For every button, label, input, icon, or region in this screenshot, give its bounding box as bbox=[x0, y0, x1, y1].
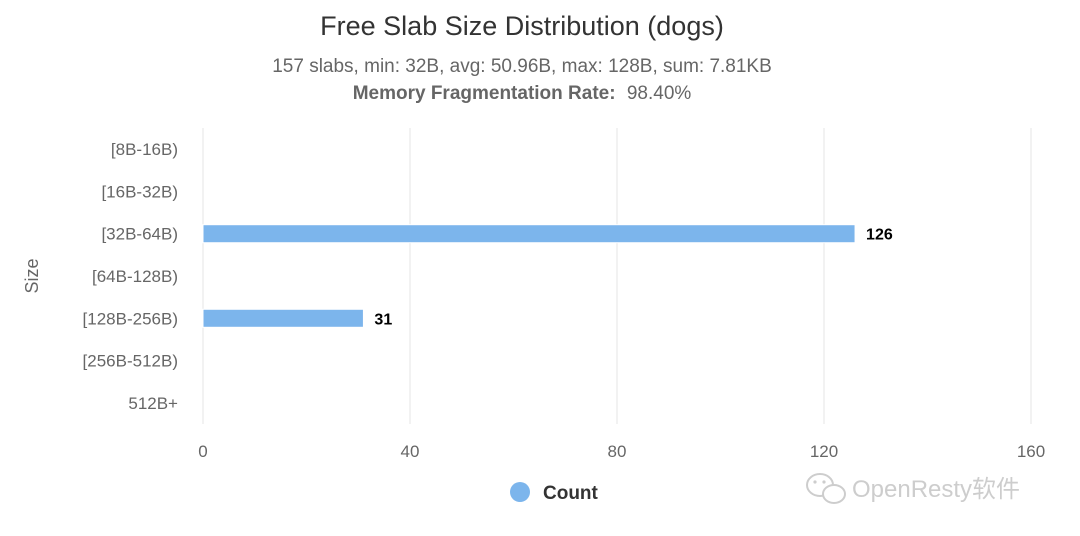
y-axis-title: Size bbox=[22, 258, 42, 293]
y-tick-label: 512B+ bbox=[128, 394, 178, 413]
bar[interactable] bbox=[202, 308, 364, 328]
gridlines bbox=[202, 128, 1032, 424]
data-label: 126 bbox=[866, 227, 893, 244]
x-tick-label: 40 bbox=[401, 442, 420, 461]
x-tick-label: 0 bbox=[198, 442, 207, 461]
fragmentation-rate: Memory Fragmentation Rate: 98.40% bbox=[353, 83, 692, 104]
y-tick-label: [16B-32B) bbox=[101, 182, 178, 201]
fragmentation-value: 98.40% bbox=[627, 83, 692, 104]
chart-title: Free Slab Size Distribution (dogs) bbox=[320, 11, 724, 41]
x-tick-label: 160 bbox=[1017, 442, 1045, 461]
y-tick-label: [128B-256B) bbox=[83, 309, 178, 328]
y-axis-tick-labels: [8B-16B) [16B-32B) [32B-64B) [64B-128B) [128… bbox=[83, 140, 179, 413]
data-labels: 126 31 bbox=[374, 227, 892, 329]
data-label: 31 bbox=[374, 311, 392, 328]
watermark: OpenResty软件 bbox=[806, 473, 1020, 504]
legend-label-count[interactable]: Count bbox=[543, 483, 599, 504]
x-tick-label: 80 bbox=[608, 442, 627, 461]
y-tick-label: [8B-16B) bbox=[111, 140, 178, 159]
fragmentation-label: Memory Fragmentation Rate: bbox=[353, 83, 616, 104]
x-tick-label: 120 bbox=[810, 442, 838, 461]
x-axis-tick-labels: 0 40 80 120 160 bbox=[198, 442, 1045, 461]
legend-marker-count[interactable] bbox=[510, 482, 530, 502]
y-tick-label: [32B-64B) bbox=[101, 225, 178, 244]
y-tick-label: [64B-128B) bbox=[92, 267, 178, 286]
bar[interactable] bbox=[202, 224, 856, 244]
bars bbox=[202, 224, 856, 328]
y-tick-label: [256B-512B) bbox=[83, 352, 178, 371]
chart-subtitle: 157 slabs, min: 32B, avg: 50.96B, max: 1… bbox=[272, 56, 772, 77]
legend[interactable]: Count bbox=[510, 482, 599, 504]
watermark-text: OpenResty软件 bbox=[852, 476, 1020, 503]
wechat-icon bbox=[806, 473, 846, 504]
